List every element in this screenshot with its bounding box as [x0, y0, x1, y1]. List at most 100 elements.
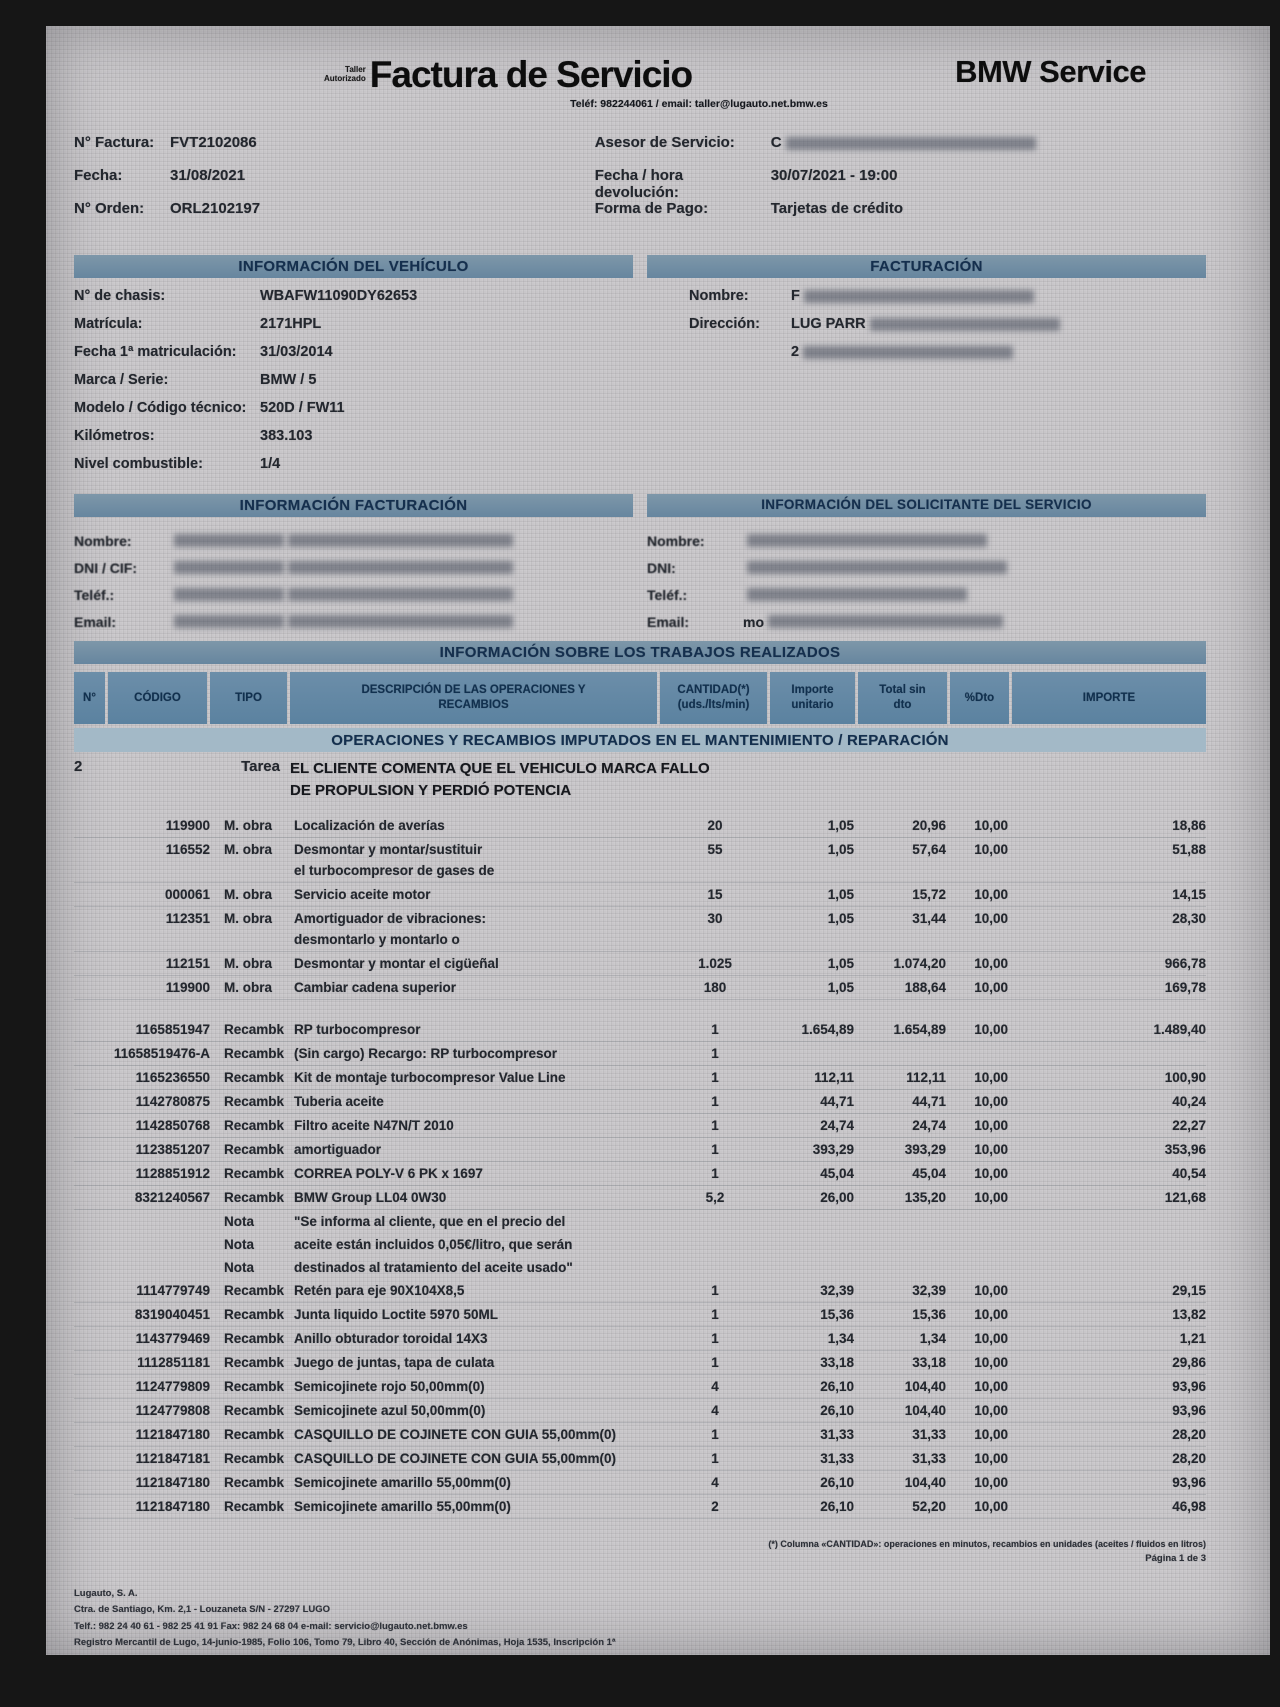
table-row: 119900 M. obra Cambiar cadena superior 1… — [74, 976, 1206, 1000]
item-description: (Sin cargo) Recargo: RP turbocompresor — [294, 1045, 558, 1061]
item-unit-price — [854, 1211, 858, 1232]
redacted-info-row: Nombre: — [647, 527, 1206, 554]
item-description: Semicojinete amarillo 55,00mm(0) — [294, 1474, 511, 1490]
item-unit-price: 33,18 — [820, 1354, 854, 1370]
item-discount-percent: 10,00 — [974, 1378, 1008, 1394]
billing-row: Dirección: LUG PARR — [647, 316, 1206, 344]
redacted-text — [803, 345, 1014, 359]
item-discount-percent: 10,00 — [974, 1354, 1008, 1370]
item-total-before-discount: 31,44 — [912, 910, 946, 926]
table-row: 1165851947 Recambk RP turbocompresor 1 1… — [74, 1018, 1206, 1042]
item-discount-percent: 10,00 — [974, 1330, 1008, 1346]
table-row: 8321240567 Recambk BMW Group LL04 0W30 5… — [74, 1186, 1206, 1210]
item-unit-price: 44,71 — [820, 1093, 854, 1109]
table-row: 1112851181 Recambk Juego de juntas, tapa… — [74, 1351, 1206, 1375]
section-bars-vehicle-billing: INFORMACIÓN DEL VEHÍCULO FACTURACIÓN — [74, 255, 1206, 278]
item-code: 1165236550 — [135, 1069, 210, 1085]
item-total-before-discount: 52,20 — [912, 1498, 946, 1514]
item-discount-percent: 10,00 — [974, 910, 1008, 926]
item-type: Recambk — [224, 1330, 285, 1346]
item-discount-percent: 10,00 — [974, 886, 1008, 902]
item-total-before-discount: 15,72 — [912, 886, 946, 902]
billing-panel: Nombre: F Dirección: LUG PARR 2 — [647, 278, 1206, 484]
item-total-before-discount: 24,74 — [912, 1117, 946, 1133]
redacted-text — [288, 615, 513, 628]
meta-value: 30/07/2021 - 19:00 — [770, 167, 898, 184]
vehicle-row: Fecha 1ª matriculación: 31/03/2014 — [74, 344, 633, 372]
table-row: 1121847180 Recambk CASQUILLO DE COJINETE… — [74, 1423, 1206, 1447]
redacted-text — [747, 561, 1007, 574]
item-amount: 93,96 — [1172, 1474, 1206, 1490]
item-quantity: 1 — [711, 1450, 719, 1466]
redacted-info-row: Teléf.: — [74, 581, 633, 608]
table-row: 000061 M. obra Servicio aceite motor 15 … — [74, 883, 1206, 907]
item-total-before-discount: 31,33 — [912, 1426, 946, 1442]
item-unit-price: 1,05 — [827, 979, 854, 995]
billing-section-header: FACTURACIÓN — [647, 255, 1206, 278]
item-amount: 1.489,40 — [1153, 1021, 1206, 1037]
meta-value: Tarjetas de crédito — [770, 200, 903, 217]
item-unit-price: 26,00 — [820, 1189, 854, 1205]
item-description: BMW Group LL04 0W30 — [294, 1189, 447, 1205]
item-discount-percent — [1008, 1234, 1012, 1255]
task-row: 2 Tarea EL CLIENTE COMENTA QUE EL VEHICU… — [74, 758, 1206, 802]
taller-autorizado-label: Taller Autorizado — [324, 65, 366, 83]
item-unit-price: 1,05 — [827, 886, 854, 902]
item-description: CASQUILLO DE COJINETE CON GUIA 55,00mm(0… — [294, 1450, 617, 1466]
item-discount-percent: 10,00 — [974, 955, 1008, 971]
item-unit-price: 393,29 — [812, 1141, 854, 1157]
vehicle-row: Marca / Serie: BMW / 5 — [74, 372, 633, 400]
redacted-text — [174, 534, 284, 547]
item-amount: 966,78 — [1164, 955, 1206, 971]
item-description: Servicio aceite motor — [294, 886, 431, 902]
item-amount: 100,90 — [1164, 1069, 1206, 1085]
item-quantity: 30 — [707, 910, 723, 926]
table-row: 1123851207 Recambk amortiguador 1 393,29… — [74, 1138, 1206, 1162]
item-description: Semicojinete amarillo 55,00mm(0) — [294, 1498, 511, 1514]
item-quantity: 1 — [711, 1165, 719, 1181]
item-unit-price — [854, 1257, 858, 1278]
item-discount-percent — [1008, 1043, 1012, 1064]
table-column-header: CANTIDAD(*) (uds./lts/min) — [660, 672, 767, 724]
redacted-text — [747, 534, 987, 547]
redacted-info-row: Email: — [74, 608, 633, 635]
requester-panel: Nombre: DNI: Teléf.: Email: mo — [647, 517, 1206, 635]
info-label: Teléf.: — [74, 586, 115, 603]
vehicle-label: Fecha 1ª matriculación: — [74, 344, 237, 360]
item-amount: 51,88 — [1172, 841, 1206, 857]
item-amount: 28,30 — [1172, 910, 1206, 926]
redacted-info-row: Nombre: — [74, 527, 633, 554]
item-discount-percent — [1008, 1257, 1012, 1278]
vehicle-label: Marca / Serie: — [74, 372, 169, 388]
item-amount: 28,20 — [1172, 1426, 1206, 1442]
redacted-info-row: Email: mo — [647, 608, 1206, 635]
item-quantity: 1 — [711, 1330, 719, 1346]
item-type: Recambk — [224, 1378, 285, 1394]
item-code: 1124779809 — [135, 1378, 210, 1394]
task-description: EL CLIENTE COMENTA QUE EL VEHICULO MARCA… — [290, 760, 710, 799]
redacted-text — [288, 561, 513, 574]
item-discount-percent: 10,00 — [974, 841, 1008, 857]
item-quantity: 1 — [711, 1045, 719, 1061]
vehicle-value: 2171HPL — [260, 316, 322, 332]
item-unit-price: 45,04 — [820, 1165, 854, 1181]
item-total-before-discount: 20,96 — [912, 817, 946, 833]
item-total-before-discount: 104,40 — [904, 1378, 946, 1394]
item-quantity: 1 — [711, 1069, 719, 1085]
item-type: Nota — [224, 1236, 254, 1252]
item-code: 1165851947 — [135, 1021, 210, 1037]
item-description: Cambiar cadena superior — [294, 979, 457, 995]
billing-label: Dirección: — [689, 316, 760, 332]
item-discount-percent: 10,00 — [974, 1474, 1008, 1490]
item-amount: 13,82 — [1172, 1306, 1206, 1322]
billing-label: Nombre: — [689, 288, 749, 304]
item-type: M. obra — [224, 910, 273, 926]
item-amount: 29,86 — [1172, 1354, 1206, 1370]
item-type: M. obra — [224, 979, 273, 995]
item-quantity: 1.025 — [698, 955, 732, 971]
item-quantity: 2 — [711, 1498, 719, 1514]
item-quantity: 1 — [711, 1021, 719, 1037]
works-section-header: INFORMACIÓN SOBRE LOS TRABAJOS REALIZADO… — [74, 641, 1206, 664]
item-total-before-discount: 104,40 — [904, 1474, 946, 1490]
